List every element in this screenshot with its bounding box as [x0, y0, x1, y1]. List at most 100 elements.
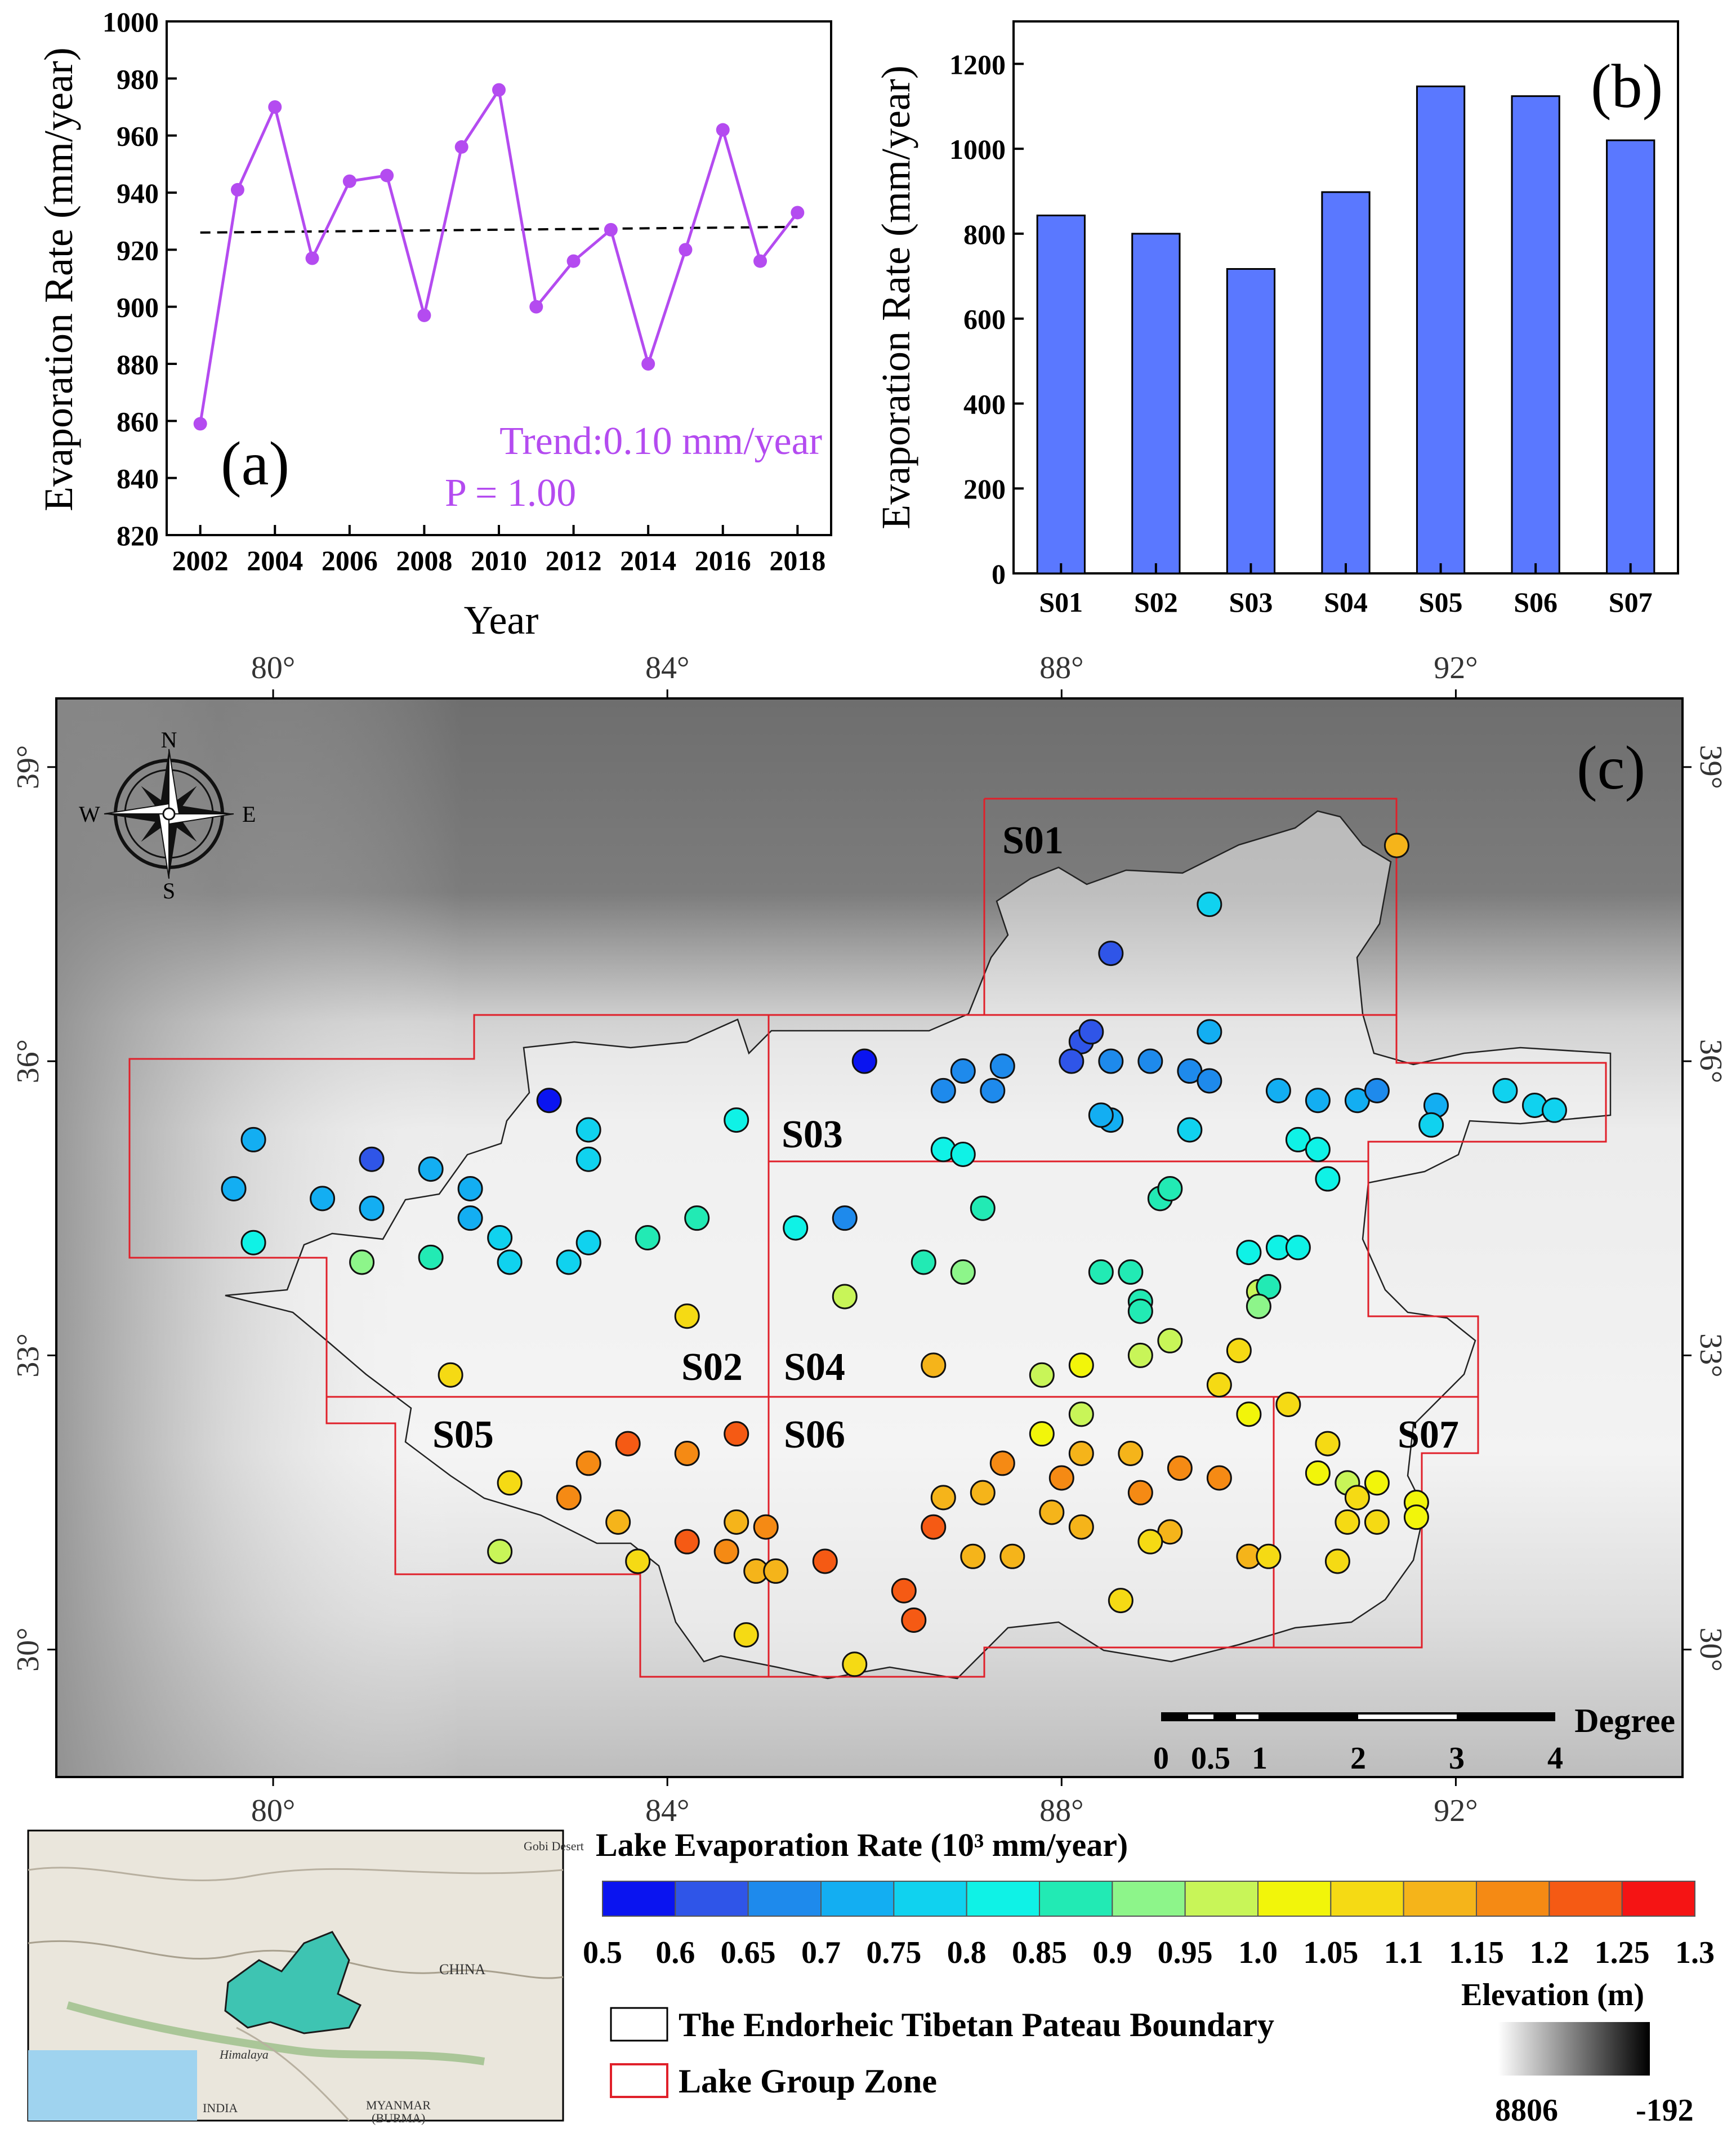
x-tick-label-S05: S05 [1419, 586, 1463, 618]
legend-boundary-swatch [610, 2007, 668, 2042]
lake-point-10 [1197, 1019, 1222, 1045]
lake-point-78 [1246, 1293, 1271, 1319]
colorbar-swatch-4 [893, 1881, 967, 1917]
bar-S05 [1416, 85, 1466, 575]
lake-point-41 [221, 1175, 247, 1201]
data-point-2013 [604, 222, 618, 237]
colorbar-tick-0.9: 0.9 [1092, 1935, 1132, 1970]
bar-S01 [1036, 215, 1086, 575]
lake-point-47 [349, 1249, 375, 1275]
lake-point-64 [1157, 1175, 1183, 1201]
lake-point-114 [1137, 1529, 1163, 1555]
lake-point-24 [1364, 1077, 1390, 1103]
lon-label-bottom: 80° [251, 1793, 295, 1828]
lake-point-108 [1039, 1499, 1065, 1525]
lake-point-38 [575, 1117, 601, 1143]
lake-point-8 [1137, 1048, 1163, 1074]
lat-label-right: 33° [1693, 1333, 1728, 1377]
scale-4: 4 [1547, 1741, 1563, 1776]
lake-point-119 [901, 1607, 927, 1633]
x-tick-label-a: 2018 [769, 545, 825, 576]
panel-b-bar-chart: 0 200 400 600 800 1000 1200 S01 S02 S03 S04 S05 S06… [873, 20, 1679, 618]
lake-point-84 [575, 1450, 601, 1476]
scale-05: 0.5 [1191, 1741, 1230, 1776]
colorbar-title: Lake Evaporation Rate (10³ mm/year) [596, 1827, 1128, 1863]
lake-point-22 [1305, 1088, 1331, 1114]
data-point-2005 [305, 251, 319, 265]
colorbar-swatch-9 [1257, 1881, 1332, 1917]
scale-2: 2 [1350, 1741, 1366, 1776]
lake-point-123 [842, 1651, 868, 1677]
lake-point-33 [536, 1088, 562, 1114]
colorbar-tick-1.15: 1.15 [1449, 1935, 1504, 1970]
lake-point-6 [1059, 1048, 1085, 1074]
lake-point-103 [1167, 1455, 1193, 1481]
lake-point-0 [1384, 832, 1409, 858]
lake-point-35 [359, 1146, 385, 1172]
x-tick-label-a: 2010 [471, 545, 527, 576]
lake-point-86 [556, 1485, 582, 1511]
y-axis-title-b: Evaporation Rate (mm/year) [873, 65, 918, 529]
compass-s: S [163, 878, 175, 903]
zone-label-s04: S04 [784, 1346, 845, 1389]
lake-point-80 [1206, 1372, 1232, 1398]
lake-point-57 [832, 1205, 858, 1231]
y-tick-label-a: 980 [117, 63, 159, 95]
lake-point-132 [1403, 1504, 1429, 1530]
colorbar-swatch-12 [1476, 1881, 1550, 1917]
zone-s01-outline [984, 798, 1398, 1015]
plateau-boundary [225, 810, 1612, 1680]
lake-point-83 [674, 1441, 700, 1466]
x-tick-label-S04: S04 [1324, 586, 1368, 618]
x-axis-title-a: Year [464, 598, 539, 643]
scale-unit: Degree [1574, 1702, 1675, 1739]
lake-point-51 [575, 1230, 601, 1255]
elevation-legend: Elevation (m) 8806 -192 [1461, 1978, 1694, 2128]
scale-bar: 0 0.5 1 2 3 4 Degree [1153, 1702, 1675, 1776]
lake-point-60 [950, 1259, 976, 1285]
lake-point-89 [674, 1529, 700, 1555]
x-tick-label-a: 2006 [322, 545, 378, 576]
y-tick-label-a: 840 [117, 463, 159, 495]
lake-point-44 [457, 1205, 483, 1231]
lake-point-59 [970, 1195, 996, 1221]
lake-point-104 [1206, 1465, 1232, 1491]
scale-3: 3 [1449, 1741, 1465, 1776]
lat-label-left: 36° [11, 1039, 46, 1083]
colorbar-tick-0.65: 0.65 [721, 1935, 776, 1970]
lake-point-27 [1492, 1077, 1518, 1103]
zone-label-s07: S07 [1398, 1413, 1459, 1457]
map-frame [55, 697, 1684, 1778]
data-point-2002 [193, 417, 207, 431]
inset-locator-map: Gobi Desert CHINA Himalaya INDIA MYANMAR… [27, 1829, 584, 2125]
lake-point-54 [674, 1303, 700, 1329]
lake-point-49 [497, 1249, 523, 1275]
zone-label-s05: S05 [432, 1413, 494, 1457]
lat-label-right: 30° [1693, 1627, 1728, 1671]
inset-burma: (BURMA) [372, 2111, 425, 2125]
colorbar-tick-0.95: 0.95 [1158, 1935, 1213, 1970]
lake-point-13 [989, 1053, 1015, 1079]
legend-boundary-label: The Endorheic Tibetan Pateau Boundary [679, 2006, 1274, 2043]
trend-line [200, 225, 798, 234]
colorbar-swatch-5 [966, 1881, 1040, 1917]
colorbar-swatch-6 [1039, 1881, 1113, 1917]
lake-point-133 [1324, 1548, 1350, 1574]
lake-point-46 [240, 1230, 266, 1255]
y-tick-label-b: 600 [963, 304, 1006, 335]
y-tick-label-a: 880 [117, 349, 159, 380]
x-tick-label-S03: S03 [1229, 586, 1273, 618]
lake-point-106 [970, 1480, 996, 1506]
colorbar-tick-1.05: 1.05 [1303, 1935, 1358, 1970]
lake-point-128 [1344, 1485, 1370, 1511]
lake-point-55 [438, 1362, 463, 1388]
colorbar-tick-1.0: 1.0 [1238, 1935, 1278, 1970]
data-point-2003 [230, 182, 244, 197]
colorbar-tick-0.8: 0.8 [947, 1935, 987, 1970]
colorbar-swatch-10 [1330, 1881, 1404, 1917]
lat-label-right: 39° [1693, 745, 1728, 789]
data-point-2008 [417, 308, 431, 322]
evaporation-colorbar: Lake Evaporation Rate (10³ mm/year) 0.5 0… [583, 1827, 1715, 1970]
lake-point-66 [1118, 1259, 1144, 1285]
x-tick-label-S06: S06 [1514, 586, 1558, 618]
